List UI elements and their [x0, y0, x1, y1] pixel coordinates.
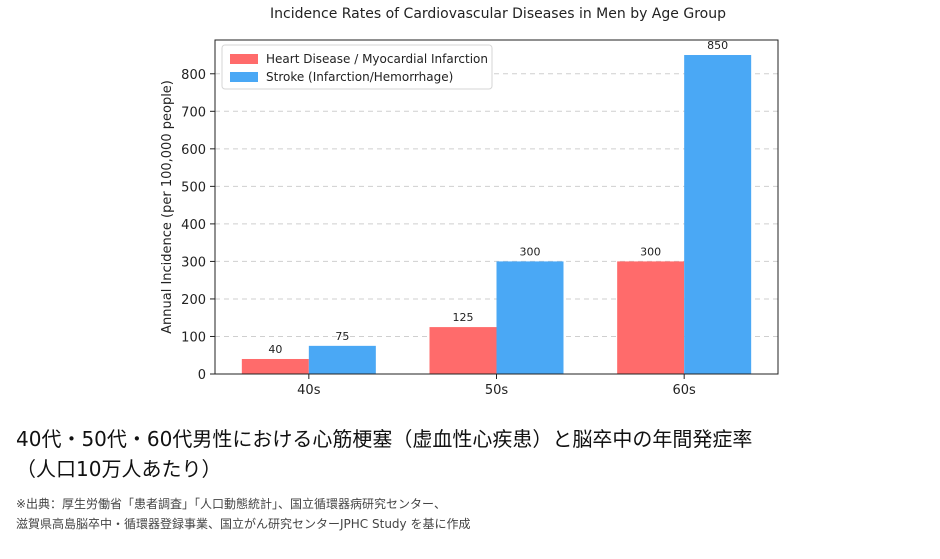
caption-main: 40代・50代・60代男性における心筋梗塞（虚血性心疾患）と脳卒中の年間発症率 … [16, 424, 926, 484]
legend-box [221, 44, 493, 90]
bar [496, 261, 564, 374]
x-tick-label: 50s [485, 383, 509, 398]
legend-swatch [230, 54, 258, 64]
x-tick-label: 60s [673, 383, 697, 398]
bars [241, 55, 752, 375]
caption-source: ※出典：厚生労働省「患者調査」「人口動態統計」、国立循環器病研究センター、 滋賀… [16, 494, 926, 534]
x-tick-label: 40s [297, 383, 321, 398]
data-label: 300 [520, 245, 541, 258]
legend-label: Heart Disease / Myocardial Infarction [266, 52, 488, 66]
legend-swatch [230, 72, 258, 82]
source-line-1: ※出典：厚生労働省「患者調査」「人口動態統計」、国立循環器病研究センター、 [16, 497, 446, 511]
y-tick-label: 600 [181, 143, 206, 158]
axes: 0 100 200 300 400 500 600 700 800 40s 50s 60s [181, 68, 696, 398]
data-label: 125 [453, 311, 474, 324]
y-tick-label: 300 [181, 255, 206, 270]
caption-line-2: （人口10万人あたり） [16, 457, 222, 481]
y-tick-label: 200 [181, 293, 206, 308]
y-tick-label: 500 [181, 180, 206, 195]
legend-label: Stroke (Infarction/Hemorrhage) [266, 70, 453, 84]
data-label: 40 [268, 343, 282, 356]
bar [308, 345, 376, 374]
source-line-2: 滋賀県高島脳卒中・循環器登録事業、国立がん研究センターJPHC Study を基… [16, 517, 471, 531]
data-label: 300 [640, 245, 661, 258]
caption-line-1: 40代・50代・60代男性における心筋梗塞（虚血性心疾患）と脳卒中の年間発症率 [16, 427, 753, 451]
bar [617, 261, 685, 374]
data-labels: 40 75 125 300 300 850 [268, 39, 728, 356]
y-tick-label: 400 [181, 218, 206, 233]
y-tick-label: 700 [181, 105, 206, 120]
chart-title: Incidence Rates of Cardiovascular Diseas… [270, 6, 726, 22]
bar [684, 55, 752, 375]
y-tick-label: 800 [181, 68, 206, 83]
data-label: 850 [707, 39, 728, 52]
y-tick-label: 100 [181, 330, 206, 345]
bar-chart: 40 75 125 300 300 850 0 100 200 300 400 500 600 700 8… [160, 39, 779, 398]
y-tick-label: 0 [198, 368, 206, 383]
bar [241, 358, 309, 374]
bar [429, 327, 497, 374]
y-axis-label: Annual Incidence (per 100,000 people) [160, 80, 175, 334]
legend: Heart Disease / Myocardial Infarction Str… [221, 44, 493, 90]
data-label: 75 [335, 330, 349, 343]
